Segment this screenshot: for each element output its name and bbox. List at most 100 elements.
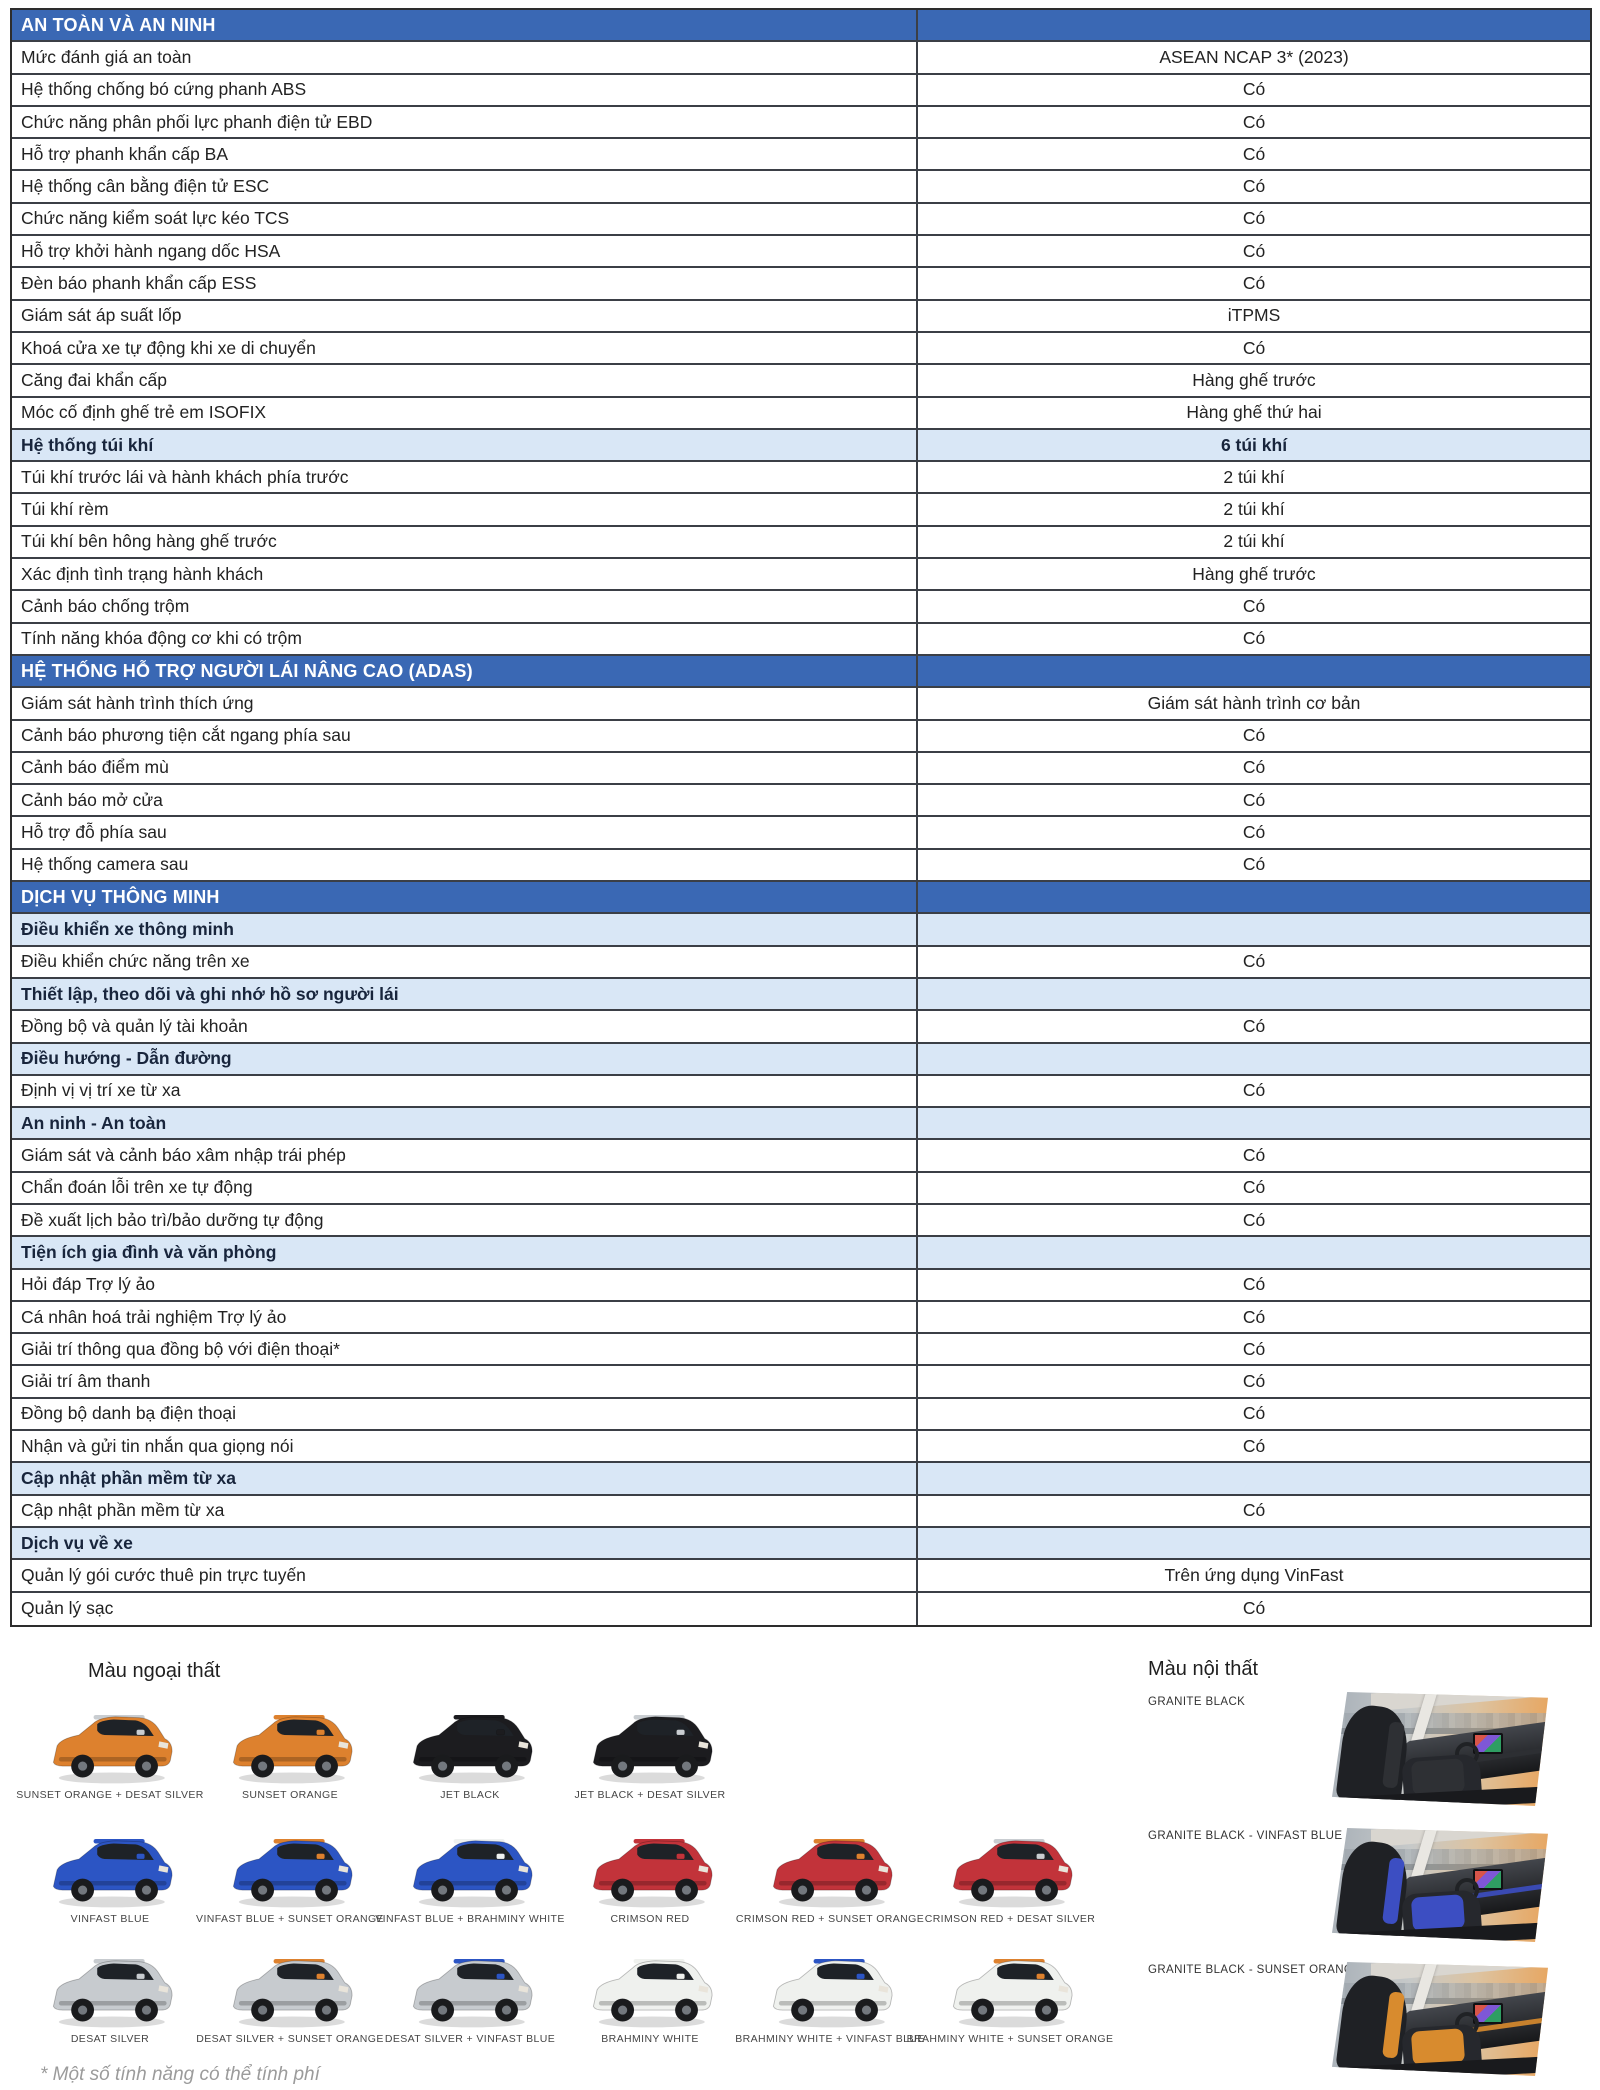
subheader-row: Thiết lập, theo dõi và ghi nhớ hồ sơ ngư… <box>12 978 1590 1012</box>
exterior-color-card: VINFAST BLUE + SUNSET ORANGE <box>196 1828 384 1925</box>
spec-value: Có <box>1242 1598 1266 1619</box>
car-icon <box>232 1838 353 1908</box>
car-icon <box>592 1958 713 2028</box>
spec-label: Mức đánh giá an toàn <box>12 42 918 73</box>
spec-value: Có <box>1242 1274 1266 1295</box>
exterior-color-card: BRAHMINY WHITE + VINFAST BLUE <box>735 1948 924 2045</box>
exterior-color-card: CRIMSON RED <box>560 1828 740 1925</box>
spec-label: Hỗ trợ khởi hành ngang dốc HSA <box>12 236 918 267</box>
spec-value <box>918 1108 1590 1138</box>
spec-row: Túi khí rèm 2 túi khí <box>12 494 1590 527</box>
spec-value: Có <box>1242 1338 1266 1359</box>
spec-label: Cá nhân hoá trải nghiệm Trợ lý ảo <box>12 1301 918 1333</box>
spec-label: Túi khí rèm <box>12 494 918 525</box>
exterior-color-label: BRAHMINY WHITE <box>601 2033 699 2045</box>
spec-label: Hệ thống chống bó cứng phanh ABS <box>12 74 918 105</box>
interior-photo <box>1332 1692 1548 1806</box>
spec-value: Có <box>1242 208 1266 229</box>
spec-label: HỆ THỐNG HỖ TRỢ NGƯỜI LÁI NÂNG CAO (ADAS… <box>12 655 918 687</box>
spec-row: Giám sát áp suất lốp iTPMS <box>12 300 1590 333</box>
spec-row: Quản lý gói cước thuê pin trực tuyến Trên… <box>12 1560 1590 1593</box>
spec-label: An ninh - An toàn <box>12 1108 918 1139</box>
spec-label: Hệ thống cân bằng điện tử ESC <box>12 171 918 202</box>
spec-table: AN TOÀN VÀ AN NINH Mức đánh giá an toàn AS… <box>10 8 1592 1627</box>
exterior-color-card: JET BLACK + DESAT SILVER <box>560 1704 740 1801</box>
interior-color-label: GRANITE BLACK <box>1148 1696 1246 1708</box>
spec-row: Túi khí bên hông hàng ghế trước 2 túi khí <box>12 526 1590 560</box>
spec-label: AN TOÀN VÀ AN NINH <box>12 10 918 41</box>
spec-row: Móc cố định ghế trẻ em ISOFIX Hàng ghế th… <box>12 397 1590 430</box>
spec-label: Đề xuất lịch bảo trì/bảo dưỡng tự động <box>12 1204 918 1236</box>
spec-label: Cảnh báo chống trộm <box>12 591 918 622</box>
interior-colors-title: Màu nội thất <box>1148 1658 1259 1680</box>
spec-label: Móc cố định ghế trẻ em ISOFIX <box>12 397 918 428</box>
spec-label: Dịch vụ về xe <box>12 1527 918 1559</box>
spec-row: Đồng bộ danh bạ điện thoại Có <box>12 1398 1590 1432</box>
subheader-row: Cập nhật phần mềm từ xa <box>12 1463 1590 1496</box>
spec-row: Quản lý sạc Có <box>12 1592 1590 1625</box>
car-icon <box>52 1838 173 1908</box>
spec-label: Đèn báo phanh khẩn cấp ESS <box>12 268 918 299</box>
interior-bridge-rail <box>1332 1998 1548 2005</box>
spec-value <box>918 1044 1590 1074</box>
spec-label: Tiện ích gia đình và văn phòng <box>12 1237 918 1268</box>
spec-value: Có <box>1242 1177 1266 1198</box>
exterior-color-card: DESAT SILVER <box>20 1948 200 2045</box>
exterior-color-row: DESAT SILVER DESAT SILVER + SUNSET ORANG… <box>20 1948 1113 2045</box>
spec-label: Hỏi đáp Trợ lý ảo <box>12 1269 918 1300</box>
car-icon <box>232 1958 353 2028</box>
spec-label: Đồng bộ danh bạ điện thoại <box>12 1398 918 1430</box>
subheader-row: Hệ thống túi khí 6 túi khí <box>12 429 1590 463</box>
exterior-color-card: CRIMSON RED + SUNSET ORANGE <box>736 1828 924 1925</box>
spec-value: Có <box>1242 822 1266 843</box>
spec-value: Có <box>1242 1306 1266 1327</box>
spec-value <box>918 979 1590 1009</box>
spec-label: Tính năng khóa động cơ khi có trộm <box>12 623 918 654</box>
car-icon <box>52 1714 173 1784</box>
spec-row: Hỗ trợ phanh khẩn cấp BA Có <box>12 139 1590 172</box>
spec-label: Hệ thống camera sau <box>12 849 918 881</box>
section-header-row: HỆ THỐNG HỖ TRỢ NGƯỜI LÁI NÂNG CAO (ADAS… <box>12 655 1590 689</box>
spec-label: Quản lý gói cước thuê pin trực tuyến <box>12 1560 918 1591</box>
spec-row: Xác định tình trạng hành khách Hàng ghế t… <box>12 559 1590 592</box>
spec-row: Chẩn đoán lỗi trên xe tự động Có <box>12 1172 1590 1205</box>
spec-value: 2 túi khí <box>1223 499 1285 520</box>
spec-value: Có <box>1242 1371 1266 1392</box>
spec-value <box>918 1237 1590 1267</box>
spec-row: Nhận và gửi tin nhắn qua giọng nói Có <box>12 1431 1590 1464</box>
spec-row: Giám sát và cảnh báo xâm nhập trái phép C… <box>12 1140 1590 1173</box>
interior-photo <box>1332 1962 1548 2076</box>
exterior-color-card: VINFAST BLUE <box>20 1828 200 1925</box>
spec-value: 6 túi khí <box>1220 434 1288 455</box>
subheader-row: An ninh - An toàn <box>12 1108 1590 1141</box>
spec-value: Có <box>1242 273 1266 294</box>
exterior-color-row: VINFAST BLUE VINFAST BLUE + SUNSET ORANG… <box>20 1828 1100 1925</box>
spec-value: Có <box>1242 240 1266 261</box>
spec-value: Có <box>1242 1403 1266 1424</box>
spec-value <box>918 10 1590 40</box>
spec-row: Đồng bộ và quản lý tài khoản Có <box>12 1011 1590 1044</box>
exterior-color-label: JET BLACK + DESAT SILVER <box>574 1789 726 1801</box>
car-icon <box>592 1714 713 1784</box>
exterior-color-label: DESAT SILVER + VINFAST BLUE <box>384 2033 556 2045</box>
exterior-color-card: SUNSET ORANGE + DESAT SILVER <box>16 1704 203 1801</box>
exterior-color-label: DESAT SILVER + SUNSET ORANGE <box>196 2033 384 2045</box>
spec-row: Mức đánh giá an toàn ASEAN NCAP 3* (2023) <box>12 42 1590 75</box>
exterior-color-label: BRAHMINY WHITE + VINFAST BLUE <box>735 2033 925 2045</box>
spec-label: Chức năng phân phối lực phanh điện tử EB… <box>12 106 918 138</box>
spec-label: Chức năng kiểm soát lực kéo TCS <box>12 203 918 235</box>
spec-value: Giám sát hành trình cơ bản <box>1147 692 1361 713</box>
spec-row: Cảnh báo phương tiện cắt ngang phía sau C… <box>12 720 1590 753</box>
spec-value: Có <box>1242 1080 1266 1101</box>
spec-value: ASEAN NCAP 3* (2023) <box>1159 46 1349 67</box>
spec-value <box>918 1528 1590 1558</box>
spec-row: Giám sát hành trình thích ứng Giám sát hà… <box>12 688 1590 721</box>
spec-row: Căng đai khẩn cấp Hàng ghế trước <box>12 365 1590 398</box>
interior-color-label: GRANITE BLACK - VINFAST BLUE <box>1148 1830 1343 1842</box>
subheader-row: Điều khiển xe thông minh <box>12 914 1590 947</box>
spec-row: Hỏi đáp Trợ lý ảo Có <box>12 1269 1590 1302</box>
spec-value: Có <box>1242 111 1266 132</box>
spec-row: Giải trí âm thanh Có <box>12 1366 1590 1399</box>
spec-value: 2 túi khí <box>1223 531 1285 552</box>
spec-row: Đề xuất lịch bảo trì/bảo dưỡng tự động Có <box>12 1204 1590 1238</box>
